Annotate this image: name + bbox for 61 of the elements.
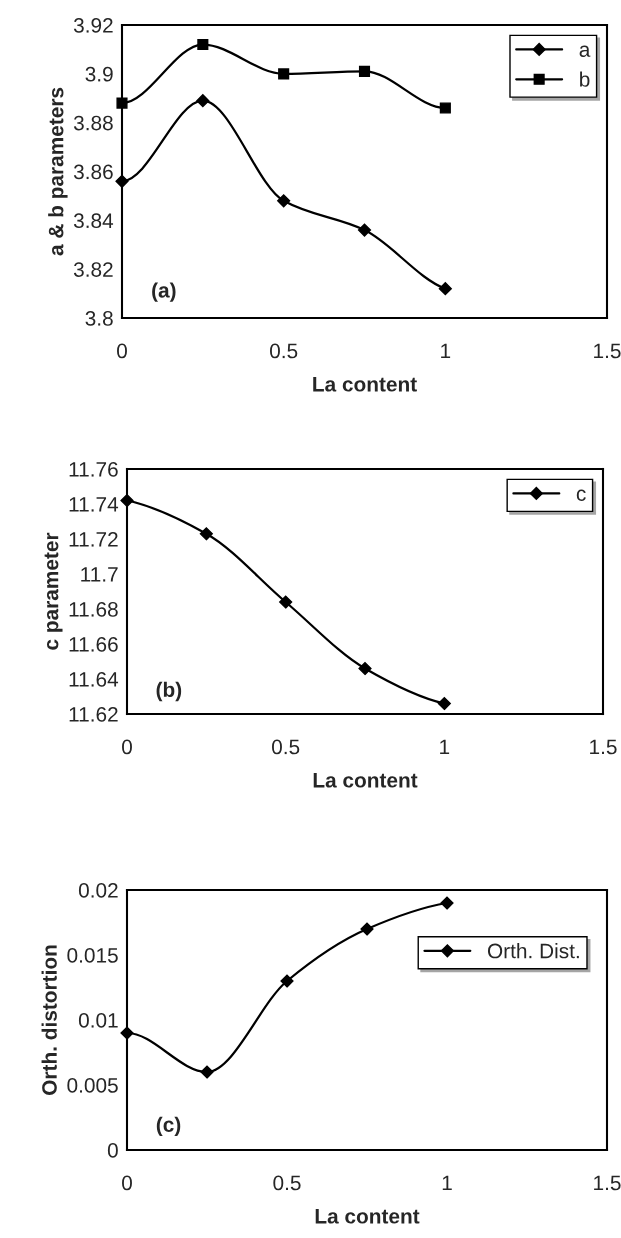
y-tick-label: 3.8 <box>85 311 113 326</box>
x-tick-label: 1 <box>442 1175 452 1191</box>
point <box>357 223 372 237</box>
annotation: (a) <box>152 282 176 302</box>
y-tick-label: 0.02 <box>78 883 118 898</box>
point <box>358 661 372 676</box>
point <box>116 97 128 109</box>
point <box>360 922 374 936</box>
y-tick-label: 0.005 <box>67 1078 118 1093</box>
y-tick-label: 0.01 <box>78 1013 118 1028</box>
y-tick-label: 11.76 <box>69 462 118 477</box>
x-tick-label: 0.5 <box>272 739 300 755</box>
point <box>197 38 209 51</box>
x-axis-title: La content <box>313 377 417 392</box>
y-tick-label: 11.74 <box>69 497 119 512</box>
point <box>437 696 451 711</box>
y-tick-label: 3.82 <box>73 262 113 277</box>
y-axis-title: c parameter <box>44 532 63 650</box>
x-tick-label: 1.5 <box>594 343 621 359</box>
legend-label: Orth. Dist. <box>487 943 579 959</box>
x-tick-label: 0.5 <box>270 343 298 359</box>
y-tick-label: 0.015 <box>67 948 118 963</box>
y-tick-label: 3.92 <box>73 18 113 33</box>
y-tick-label: 11.72 <box>69 532 118 547</box>
x-tick-label: 1 <box>440 739 450 755</box>
y-tick-label: 3.9 <box>85 66 113 82</box>
point <box>196 94 210 108</box>
point <box>199 527 213 541</box>
x-axis-title: La content <box>315 1209 420 1224</box>
point <box>440 896 454 910</box>
x-tick-label: 0 <box>122 739 132 755</box>
x-axis-title: La content <box>313 773 418 788</box>
legend-label: a <box>579 45 591 57</box>
x-tick-label: 1.5 <box>594 1175 621 1191</box>
point <box>278 68 290 80</box>
y-tick-label: 11.66 <box>69 637 118 652</box>
y-tick-label: 11.68 <box>69 602 118 617</box>
annotation: (b) <box>156 681 182 702</box>
annotation: (c) <box>156 1116 181 1137</box>
y-tick-label: 11.62 <box>69 707 118 722</box>
y-tick-label: 11.7 <box>81 567 118 582</box>
x-tick-label: 1 <box>441 343 451 359</box>
y-tick-label: 3.88 <box>73 115 113 131</box>
x-tick-label: 0 <box>122 1175 132 1191</box>
y-axis-title: a & b parameters <box>48 87 68 256</box>
legend-label: c <box>576 489 586 501</box>
y-tick-label: 3.86 <box>73 164 113 180</box>
legend-label: b <box>580 71 590 87</box>
y-tick-label: 3.84 <box>73 213 114 229</box>
point <box>358 65 371 77</box>
y-axis-title: Orth. distortion <box>41 945 57 1095</box>
point <box>438 282 452 296</box>
point <box>439 102 451 114</box>
x-tick-label: 0.5 <box>273 1175 301 1191</box>
point <box>277 194 291 208</box>
x-tick-label: 1.5 <box>590 739 617 755</box>
y-tick-label: 11.64 <box>69 672 119 687</box>
point <box>200 1065 214 1079</box>
point <box>279 595 293 609</box>
y-tick-label: 0 <box>107 1143 118 1158</box>
point <box>280 974 294 988</box>
